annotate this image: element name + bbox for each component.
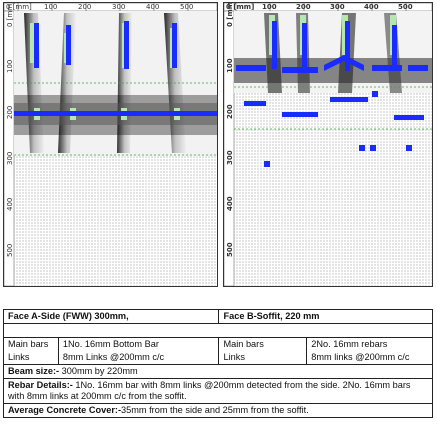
scan-a-ruler-x-2: 200 [78,3,91,11]
cover-cell: Average Concrete Cover:-35mm from the si… [3,403,433,418]
scan-b-ruler-x-0: 0 [mm] [226,3,254,11]
face-b-links-label: Links [218,351,308,365]
rebar-details-row: Rebar Details:- 1No. 16mm bar with 8mm l… [3,378,433,404]
main-bars-row: Main bars 1No. 16mm Bottom Bar Main bars… [3,337,433,351]
scan-a-ruler-x-3: 300 [112,3,125,11]
scan-b-ruler-y-2: 200 [226,104,234,119]
scan-b-ruler-y-4: 400 [226,196,234,211]
rebar-details-label: Rebar Details:- [8,380,73,390]
face-a-title: Face A-Side (FWW) 300mm, [2,309,220,324]
scan-b-ruler-y-3: 300 [226,150,234,165]
scan-a-ruler-x-5: 500 [180,3,193,11]
scan-b-ruler-y-0: 0 [mm] [226,3,234,27]
scan-a-ruler-y-1: 100 [6,60,14,73]
scan-a-ruler-y-5: 500 [6,244,14,257]
rebar-details-value: 1No. 16mm bar with 8mm links @200mm dete… [8,380,411,401]
scan-face-a-image: 0 [mm] 100 200 300 400 500 0 [mm] 100 20… [4,3,217,286]
spacer-row [3,323,433,338]
scan-b-ruler-x-5: 500 [398,3,413,11]
scan-images: 0 [mm] 100 200 300 400 500 0 [mm] 100 20… [3,2,433,287]
face-title-row: Face A-Side (FWW) 300mm, Face B-Soffit, … [2,309,433,324]
face-b-title: Face B-Soffit, 220 mm [218,309,433,324]
scan-face-b-image: 0 [mm] 100 200 300 400 500 0 [mm] 100 20… [224,3,432,286]
scan-a-ruler-y-2: 200 [6,106,14,119]
cover-value: 35mm from the side and 25mm from the sof… [121,405,309,415]
beam-size-value: 300mm by 220mm [59,366,138,376]
scan-a-ruler-y-4: 400 [6,198,14,211]
scan-a-ruler-x-4: 400 [146,3,159,11]
scan-a-ruler-x-1: 100 [44,3,57,11]
scan-a-ruler-y-0: 0 [mm] [6,3,14,27]
scan-b-ruler-y-1: 100 [226,58,234,73]
scan-b-ruler-x-2: 200 [296,3,311,11]
beam-size-cell: Beam size:- 300mm by 220mm [3,364,433,379]
cover-row: Average Concrete Cover:-35mm from the si… [3,403,433,418]
face-a-main-bars-value: 1No. 16mm Bottom Bar [57,337,220,351]
scan-b-ruler-x-4: 400 [364,3,379,11]
cover-label: Average Concrete Cover:- [8,405,122,415]
scan-b-ruler-x-1: 100 [262,3,277,11]
face-b-main-bars-label: Main bars [218,337,308,351]
scan-face-b: 0 [mm] 100 200 300 400 500 0 [mm] 100 20… [223,2,433,287]
face-a-main-bars-label: Main bars [3,337,59,351]
face-a-links-value: 8mm Links @200mm c/c [57,351,220,365]
links-row: Links 8mm Links @200mm c/c Links 8mm lin… [3,351,433,365]
scan-a-ruler-x-0: 0 [mm] [6,3,32,11]
beam-size-label: Beam size:- [8,366,60,376]
scan-face-a: 0 [mm] 100 200 300 400 500 0 [mm] 100 20… [3,2,218,287]
face-b-links-value: 8mm links @200mm c/c [306,351,433,365]
rebar-results-table: Face A-Side (FWW) 300mm, Face B-Soffit, … [2,309,433,418]
scan-b-ruler-y-5: 500 [226,242,234,257]
face-a-links-label: Links [3,351,59,365]
beam-size-row: Beam size:- 300mm by 220mm [3,364,433,379]
rebar-details-cell: Rebar Details:- 1No. 16mm bar with 8mm l… [3,378,433,404]
face-b-main-bars-value: 2No. 16mm rebars [306,337,433,351]
scan-a-ruler-y-3: 300 [6,152,14,165]
scan-b-ruler-x-3: 300 [330,3,345,11]
